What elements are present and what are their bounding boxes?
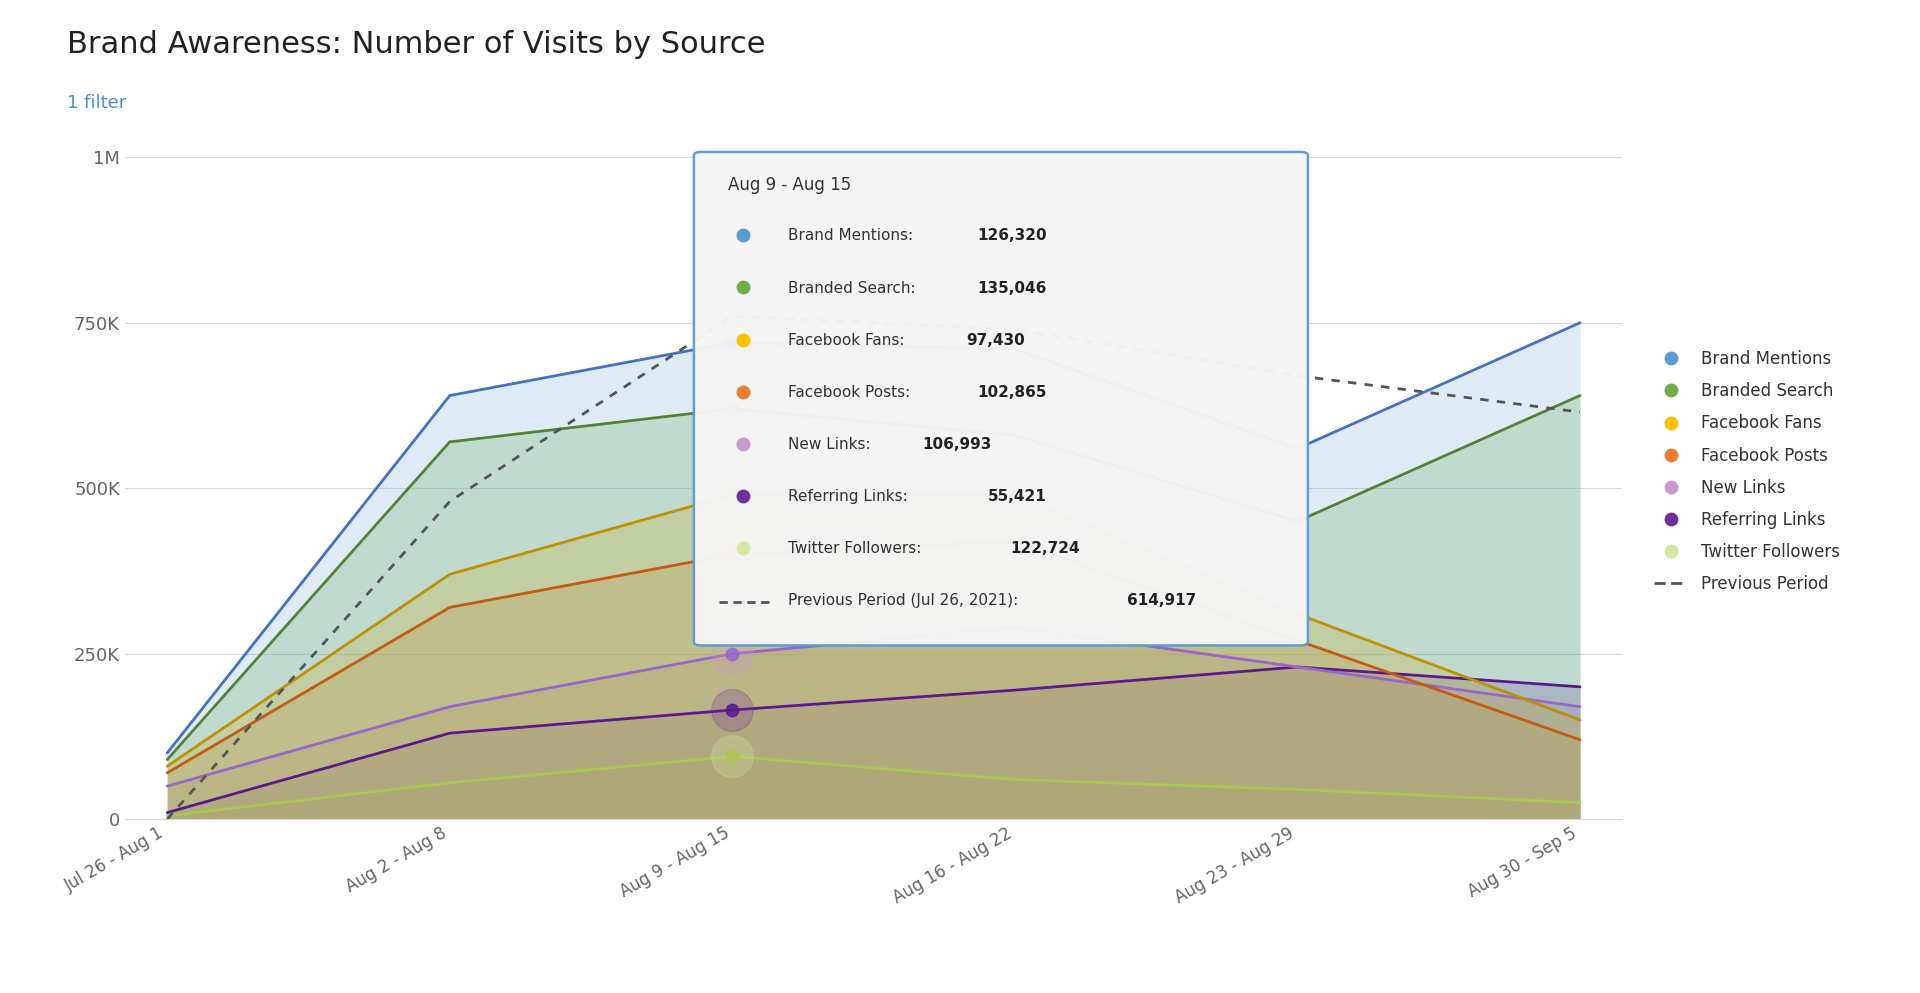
FancyBboxPatch shape	[693, 152, 1308, 645]
Text: Branded Search:: Branded Search:	[789, 281, 922, 296]
Text: 55,421: 55,421	[989, 489, 1046, 504]
Text: New Links:: New Links:	[789, 437, 876, 452]
Text: Referring Links:: Referring Links:	[789, 489, 912, 504]
Text: Brand Awareness: Number of Visits by Source: Brand Awareness: Number of Visits by Sou…	[67, 30, 766, 59]
Text: 126,320: 126,320	[977, 228, 1046, 243]
Text: Facebook Posts:: Facebook Posts:	[789, 384, 916, 400]
Text: Previous Period (Jul 26, 2021):: Previous Period (Jul 26, 2021):	[789, 593, 1018, 609]
Text: 97,430: 97,430	[966, 333, 1025, 348]
Text: 135,046: 135,046	[977, 281, 1046, 296]
Text: Twitter Followers:: Twitter Followers:	[789, 541, 927, 556]
Text: Aug 9 - Aug 15: Aug 9 - Aug 15	[728, 177, 852, 195]
Legend: Brand Mentions, Branded Search, Facebook Fans, Facebook Posts, New Links, Referr: Brand Mentions, Branded Search, Facebook…	[1645, 342, 1849, 602]
Text: Brand Mentions:: Brand Mentions:	[789, 228, 918, 243]
Text: Facebook Fans:: Facebook Fans:	[789, 333, 910, 348]
Text: 102,865: 102,865	[977, 384, 1046, 400]
Text: 1 filter: 1 filter	[67, 94, 127, 112]
Text: 122,724: 122,724	[1010, 541, 1079, 556]
Text: 106,993: 106,993	[924, 437, 993, 452]
Text: 614,917: 614,917	[1127, 593, 1196, 609]
